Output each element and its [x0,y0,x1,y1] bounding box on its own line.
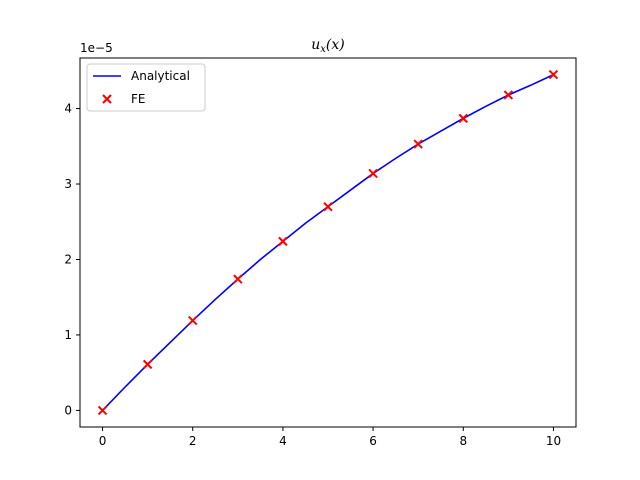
x-tick-label: 0 [99,434,107,448]
x-tick-label: 8 [459,434,467,448]
chart-title-main: u [311,37,320,53]
legend-marker-swatch [102,94,112,104]
axes-frame [79,57,577,428]
fe-point [233,274,243,284]
y-tick-label: 4 [64,102,72,116]
fe-point [142,359,153,370]
fe-point [97,405,108,416]
y-tick-label: 2 [64,252,72,266]
y-tick-label: 0 [64,403,72,417]
x-tick-label: 6 [369,434,377,448]
y-offset-label: 1e−5 [80,41,113,55]
chart-title-arg: (x) [326,37,345,53]
fe-point [458,113,468,124]
x-tick-label: 10 [546,434,561,448]
legend-label-fe: FE [131,92,145,106]
fe-point [368,168,378,179]
fe-point [278,236,288,247]
x-tick-label: 4 [279,434,287,448]
fe-point [188,315,198,326]
y-tick-label: 3 [64,177,72,191]
fe-point [323,201,333,212]
legend: Analytical FE [86,63,206,112]
series-line-analytical [101,73,554,411]
axes-ticks: 0 2 4 6 8 10 0 1 2 3 4 [64,102,561,448]
legend-label-analytical: Analytical [131,69,190,83]
y-tick-label: 1 [64,328,72,342]
x-tick-label: 2 [189,434,197,448]
chart-title: ux(x) [311,37,345,55]
chart-title-sub: x [320,44,326,55]
plot-area [97,69,559,416]
fe-point [413,139,423,149]
fe-point [548,69,559,80]
fe-point [503,90,514,100]
